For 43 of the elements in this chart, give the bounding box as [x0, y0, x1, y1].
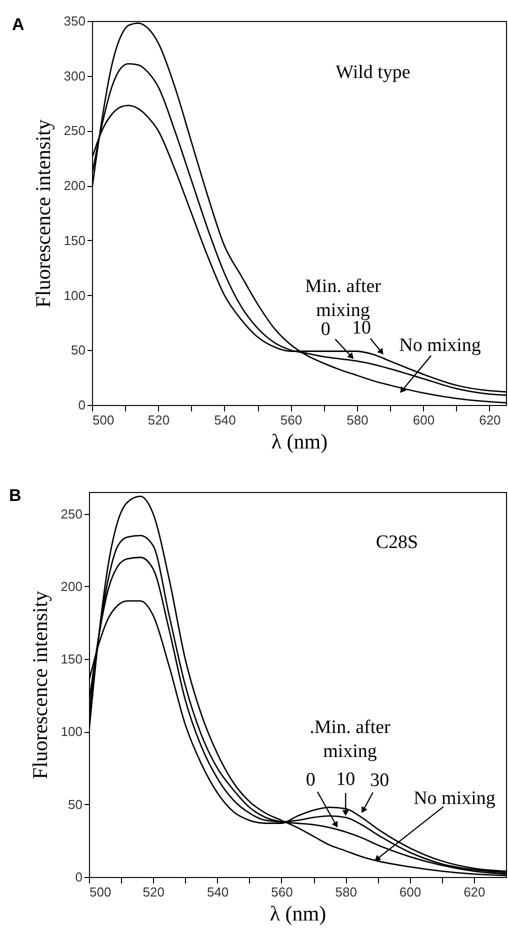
x-tick-label: 520 [142, 884, 165, 900]
y-axis-title: Fluorescence intensity [30, 118, 55, 308]
y-tick-label: 100 [64, 288, 86, 303]
x-tick-label: 500 [92, 412, 114, 428]
y-tick-label: 250 [60, 506, 82, 522]
x-tick-label: 580 [335, 884, 357, 900]
x-tick-label: 500 [90, 884, 112, 900]
annotation: 30 [370, 770, 390, 792]
annotation: C28S [376, 532, 418, 553]
y-tick-label: 350 [64, 14, 86, 28]
annotation: 10 [336, 768, 356, 790]
chart-title: A [12, 15, 24, 34]
y-tick-label: 300 [64, 68, 86, 84]
y-tick-label: 0 [75, 870, 82, 884]
x-axis-title: λ (nm) [271, 430, 328, 454]
y-tick-label: 200 [64, 178, 86, 194]
x-tick-label: 580 [346, 412, 368, 428]
x-tick-label: 600 [412, 412, 435, 428]
annotation: .Min. after mixing [310, 717, 392, 762]
y-tick-label: 150 [64, 232, 86, 248]
annotation: Wild type [336, 62, 410, 83]
x-tick-label: 540 [206, 884, 229, 900]
annotation: No mixing [399, 334, 482, 356]
x-tick-label: 560 [280, 412, 302, 428]
x-tick-label: 540 [214, 412, 236, 428]
y-tick-label: 50 [71, 342, 86, 358]
y-tick-label: 250 [64, 123, 86, 138]
x-tick-label: 620 [464, 884, 486, 900]
x-tick-label: 560 [271, 884, 293, 900]
y-tick-label: 150 [60, 652, 82, 667]
annotation: 0 [306, 770, 316, 791]
x-tick-label: 600 [399, 884, 422, 900]
y-tick-label: 200 [60, 578, 82, 594]
chart-title: B [9, 486, 22, 505]
y-axis-title: Fluorescence intensity [28, 590, 52, 780]
y-tick-label: 0 [78, 398, 86, 412]
x-tick-label: 620 [479, 412, 501, 428]
annotation: 0 [320, 318, 330, 340]
annotation: No mixing [414, 788, 496, 810]
y-tick-label: 100 [60, 724, 82, 740]
y-tick-label: 50 [68, 796, 82, 812]
x-tick-label: 520 [148, 412, 170, 428]
x-axis-title: λ (nm) [270, 902, 326, 926]
